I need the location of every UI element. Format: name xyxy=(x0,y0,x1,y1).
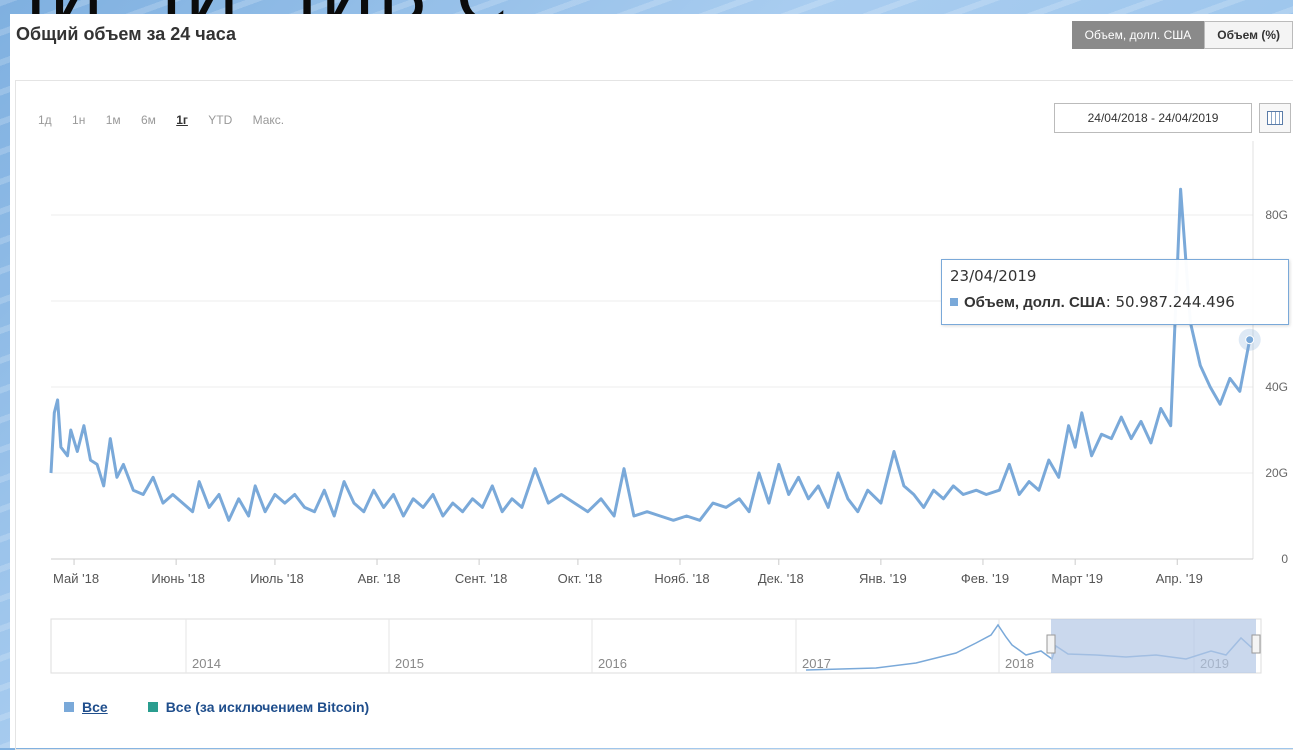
tooltip-date: 23/04/2019 xyxy=(950,267,1037,285)
y-tick-label: 40G xyxy=(1265,380,1288,394)
x-tick-label: Март '19 xyxy=(1051,571,1103,586)
navigator-year-label: 2015 xyxy=(395,656,424,671)
x-tick-label: Авг. '18 xyxy=(358,571,401,586)
tooltip-row: Объем, долл. США: 50.987.244.496 xyxy=(950,293,1235,311)
x-tick-label: Сент. '18 xyxy=(455,571,507,586)
navigator-year-label: 2016 xyxy=(598,656,627,671)
legend: Все Все (за исключением Bitcoin) xyxy=(64,699,369,715)
legend-swatch-altcoins xyxy=(147,702,158,712)
grid-lines xyxy=(51,141,1254,560)
calendar-button[interactable] xyxy=(1259,103,1291,133)
range-1m-button[interactable]: 1м xyxy=(105,113,121,127)
volume-usd-button[interactable]: Объем, долл. США xyxy=(1071,21,1205,49)
x-tick-label: Июнь '18 xyxy=(151,571,205,586)
navigator-year-label: 2017 xyxy=(802,656,831,671)
x-tick-label: Апр. '19 xyxy=(1156,571,1203,586)
navigator-handle xyxy=(1251,634,1261,654)
volume-mode-toggle: Объем, долл. США Объем (%) xyxy=(1071,21,1293,49)
calendar-icon xyxy=(1267,111,1283,125)
date-range-input[interactable]: 24/04/2018 - 24/04/2019 xyxy=(1054,103,1252,133)
x-axis-ticks: Май '18 Июнь '18 Июль '18 Авг. '18 Сент. '18… xyxy=(53,559,1203,586)
legend-item-all[interactable]: Все xyxy=(64,699,108,715)
volume-percent-button[interactable]: Объем (%) xyxy=(1204,21,1293,49)
navigator: 201420152016201720182019 xyxy=(50,618,1262,674)
legend-swatch-all xyxy=(64,702,74,712)
range-1w-button[interactable]: 1н xyxy=(72,113,86,127)
tooltip-value: : 50.987.244.496 xyxy=(1105,293,1235,311)
y-tick-label: 20G xyxy=(1265,466,1288,480)
tooltip-series-marker xyxy=(950,298,958,306)
x-tick-label: Нояб. '18 xyxy=(654,571,709,586)
y-axis-ticks: 0 20G 40G 80G xyxy=(1265,208,1288,566)
navigator-handle xyxy=(1046,634,1056,654)
navigator-selection xyxy=(1051,619,1256,673)
range-selector: 1д 1н 1м 6м 1г YTD Макс. xyxy=(38,113,301,127)
range-6m-button[interactable]: 6м xyxy=(140,113,156,127)
y-tick-label: 0 xyxy=(1281,552,1288,566)
x-tick-label: Янв. '19 xyxy=(859,571,907,586)
range-max-button[interactable]: Макс. xyxy=(252,113,285,127)
chart-svg: 0 20G 40G 80G Май '18 Июнь '18 Июль '18 Авг. '… xyxy=(49,141,1288,674)
x-tick-label: Фев. '19 xyxy=(961,571,1009,586)
legend-label-all: Все xyxy=(82,699,108,715)
navigator-year-label: 2018 xyxy=(1005,656,1034,671)
chart-panel: Общий объем за 24 часа Объем, долл. США … xyxy=(10,14,1293,750)
navigator-year-label: 2014 xyxy=(192,656,221,671)
series-line xyxy=(49,187,1252,522)
x-tick-label: Июль '18 xyxy=(250,571,304,586)
range-1d-button[interactable]: 1д xyxy=(38,113,52,127)
chart-title: Общий объем за 24 часа xyxy=(16,24,236,44)
x-tick-label: Дек. '18 xyxy=(758,571,804,586)
series-group xyxy=(49,187,1261,522)
hover-marker xyxy=(1245,335,1255,345)
data-tooltip: 23/04/2019 Объем, долл. США: 50.987.244.… xyxy=(941,259,1289,325)
x-tick-label: Май '18 xyxy=(53,571,99,586)
legend-item-altcoins[interactable]: Все (за исключением Bitcoin) xyxy=(147,699,370,715)
range-ytd-button[interactable]: YTD xyxy=(208,113,233,127)
x-tick-label: Окт. '18 xyxy=(558,571,603,586)
chart-container: 1д 1н 1м 6м 1г YTD Макс. 24/04/2018 - 24… xyxy=(15,80,1293,750)
tooltip-series-name: Объем, долл. США xyxy=(964,294,1106,311)
y-tick-label: 80G xyxy=(1265,208,1288,222)
range-1y-button[interactable]: 1г xyxy=(176,113,188,127)
legend-label-altcoins: Все (за исключением Bitcoin) xyxy=(165,699,370,715)
